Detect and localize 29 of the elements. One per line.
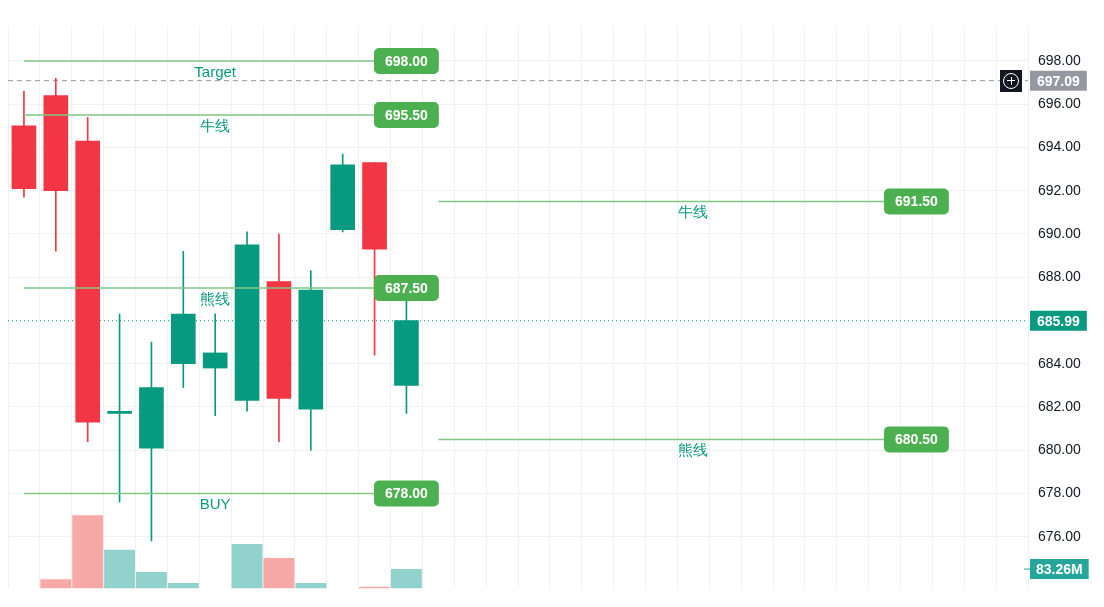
y-tick-label: 690.00 [1038, 224, 1082, 241]
series-label: 牛线 [678, 203, 709, 221]
data-label: 698.00 [385, 52, 429, 69]
data-label: 678.00 [385, 485, 429, 502]
y-tick-label: 678.00 [1038, 484, 1082, 501]
ref-line-label: 685.99 [1037, 312, 1081, 329]
y-tick-label: 682.00 [1038, 397, 1082, 414]
data-label: 691.50 [895, 193, 939, 210]
y-tick-label: 692.00 [1038, 181, 1082, 198]
data-label: 687.50 [385, 279, 429, 296]
bar [390, 569, 422, 589]
series-label: BUY [199, 495, 231, 513]
y-tick-label: 696.00 [1038, 95, 1082, 112]
bar [231, 544, 263, 589]
y2-tick-label: 83.26M [1036, 560, 1083, 577]
y-tick-label: 684.00 [1038, 354, 1082, 371]
ref-line-label: 697.09 [1037, 72, 1081, 89]
series-label: 牛线 [200, 116, 231, 134]
series-label: Target [194, 62, 237, 80]
y-tick-label: 694.00 [1038, 138, 1082, 155]
series-label: 熊线 [200, 289, 231, 307]
series-label: 熊线 [678, 441, 709, 459]
data-label: 680.50 [895, 431, 939, 448]
y-tick-label: 680.00 [1038, 441, 1082, 458]
bar [263, 557, 295, 589]
y-tick-label: 676.00 [1038, 527, 1082, 544]
y-tick-label: 688.00 [1038, 268, 1082, 285]
data-label: 695.50 [385, 106, 429, 123]
y-tick-label: 698.00 [1038, 51, 1082, 68]
